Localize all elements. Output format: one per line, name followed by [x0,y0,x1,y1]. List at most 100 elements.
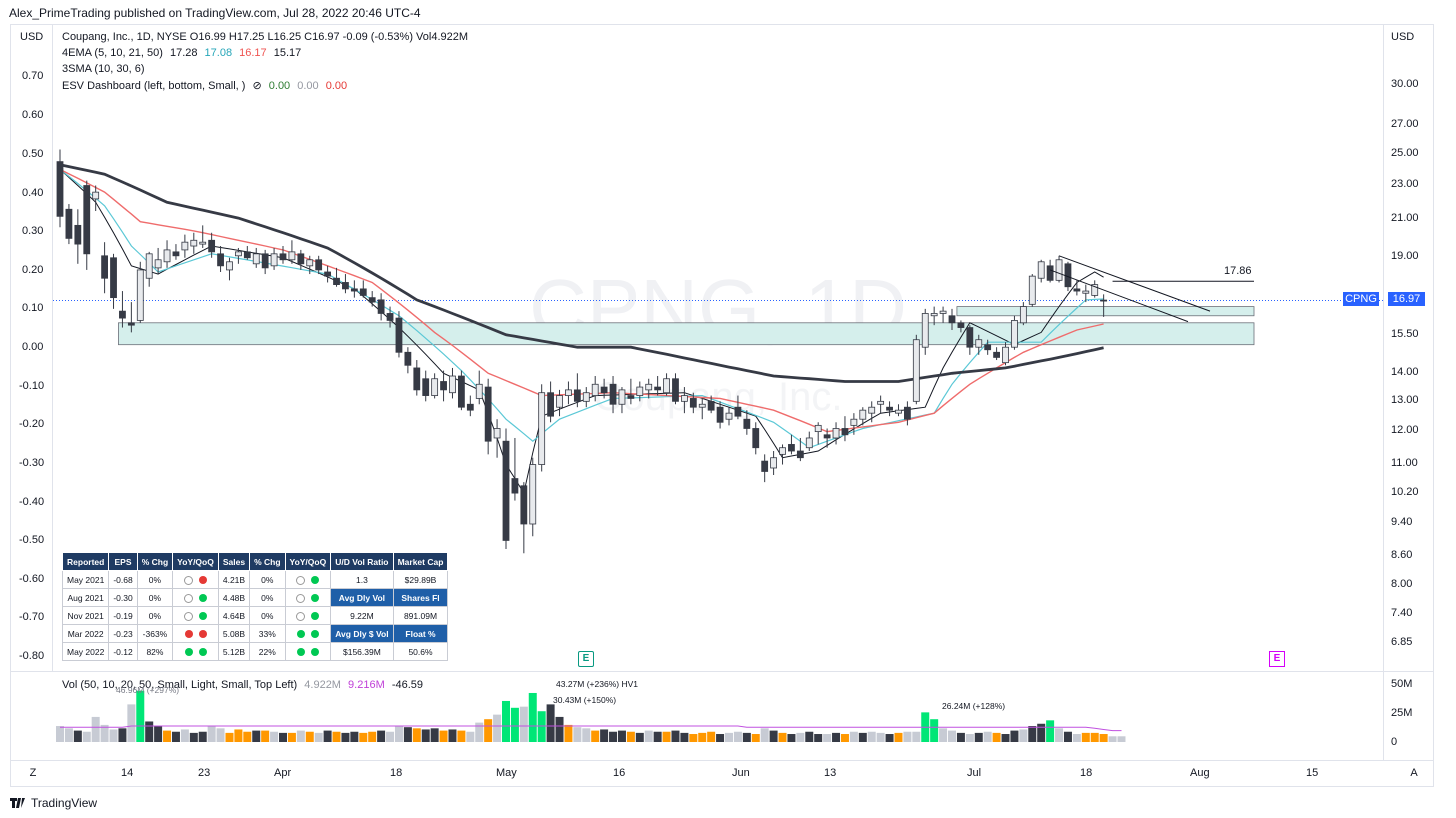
dashboard-row: Mar 2022 -0.23 -363% 5.08B 33% Avg Dly $ Vol F… [61,624,449,643]
status-dot [296,630,305,639]
eps-chg-cell: 82% [136,642,174,661]
volume-bar [180,729,189,742]
candle-body [1028,275,1036,305]
price-tick: 14.00 [1391,366,1419,378]
sales-yoy-cell [284,642,332,661]
sma-legend[interactable]: 3SMA (10, 30, 6) [62,63,149,75]
eps-chg-cell: 0% [136,588,174,607]
left-tick: 0.20 [22,264,44,276]
volume-bar [680,732,689,742]
left-tick: 0.50 [22,148,44,160]
esv-value-3: 0.00 [325,80,348,92]
candle-body [163,249,171,263]
price-tick: 25.00 [1391,147,1419,159]
status-dot [296,648,305,657]
dashboard-row: Nov 2021 -0.19 0% 4.64B 0% 9.22M 891.09M [61,606,449,625]
left-tick: -0.70 [19,611,45,623]
candle-body [208,239,216,253]
candle-body [359,288,367,296]
candle-body [261,253,269,269]
candle-body [422,378,430,396]
volume-bar [359,732,368,742]
volume-bar [742,732,751,742]
candle-body [663,378,670,394]
earnings-marker[interactable]: E [578,651,594,667]
sales-cell: 4.64B [217,606,251,625]
price-tick: 13.00 [1391,394,1419,406]
dashboard-header-row: Reported EPS % Chg YoY/QoQ Sales % Chg Y… [61,552,449,571]
status-dot [296,611,306,621]
candle-body [600,386,608,394]
eye-icon[interactable]: ⊘ [252,80,262,92]
zoom-button[interactable]: Z [29,767,37,779]
candle-body [1019,306,1027,324]
price-tick: 8.00 [1391,578,1413,590]
candle-body [779,447,786,455]
volume-bar [992,732,1001,742]
level-label: 17.86 [1224,265,1252,277]
candle-body [618,389,626,405]
esv-legend[interactable]: ESV Dashboard (left, bottom, Small, ) ⊘ … [62,79,351,92]
candle-body [547,392,554,417]
sales-cell: 4.21B [217,570,251,589]
reported-cell: Aug 2021 [61,588,110,607]
price-axis-border [1383,24,1384,761]
volume-note: 26.24M (+128%) [942,701,1006,711]
candle-body [511,478,519,494]
earnings-marker-upcoming[interactable]: E [1269,651,1285,667]
candle-body [1082,290,1090,294]
eps-chg-cell: -363% [136,624,174,643]
status-dot [184,611,194,621]
candle-body [404,351,412,366]
volume-bar [609,731,618,742]
status-dot [296,593,306,603]
stat-cell: Avg Dly Vol [330,588,394,607]
volume-note: 46.96M (+297%) [116,685,180,695]
ema-legend[interactable]: 4EMA (5, 10, 21, 50) 17.28 17.08 16.17 1… [62,47,305,59]
volume-bar [787,734,796,742]
volume-tick: 25M [1391,707,1413,719]
auto-scale-button[interactable]: A [1410,767,1418,779]
left-tick: 0.70 [22,70,44,82]
time-tick: 18 [1080,767,1093,779]
time-tick: Jun [732,767,750,779]
time-tick: May [496,767,517,779]
candle-body [306,259,314,267]
publish-info: Alex_PrimeTrading published on TradingVi… [9,6,421,20]
candle-body [912,339,920,402]
volume-bar [127,704,136,742]
volume-bar [207,726,216,742]
volume-bar [314,732,323,742]
status-dot [198,630,207,639]
candle-body [520,485,528,525]
price-tick: 11.00 [1391,457,1418,469]
volume-bar [270,731,279,742]
candle-body [413,367,421,391]
eps-chg-cell: 0% [136,606,174,625]
status-dot [199,612,208,621]
candle-body [136,269,144,321]
candle-body [752,428,760,449]
price-tick: 21.00 [1391,212,1419,224]
volume-bar [510,707,519,742]
volume-bar [733,731,742,742]
volume-legend[interactable]: Vol (50, 10, 20, 50, Small, Light, Small… [62,679,427,691]
candle-body [939,310,947,314]
volume-bar [894,732,903,742]
col-sales: Sales [217,552,251,571]
ema21-line [59,168,1104,433]
candle-body [1091,284,1099,296]
left-tick: 0.60 [22,109,44,121]
candle-body [895,409,902,414]
volume-bar [1117,736,1126,742]
price-tick: 7.40 [1391,607,1413,619]
candle-body [493,428,501,439]
candle-body [725,412,733,420]
candle-body [199,241,207,245]
volume-bar [840,734,849,742]
candle-body [377,299,385,314]
stat-cell: 9.22M [330,606,394,625]
candle-body [270,253,278,267]
status-dot [184,575,194,585]
